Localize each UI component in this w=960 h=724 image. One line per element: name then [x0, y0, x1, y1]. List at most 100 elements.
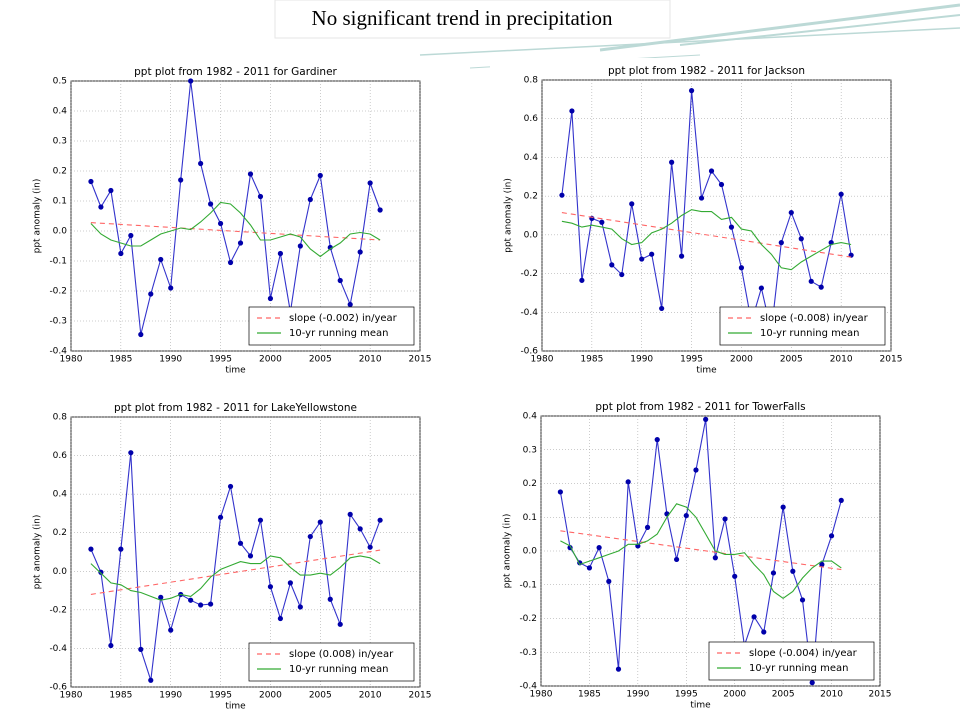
data-point: [208, 201, 214, 207]
data-point: [377, 517, 383, 523]
data-point: [703, 416, 709, 422]
data-point: [625, 479, 631, 485]
data-point: [158, 256, 164, 263]
data-point: [257, 193, 264, 200]
data-point: [347, 511, 353, 517]
data-point: [377, 207, 383, 213]
data-point: [367, 544, 373, 550]
y-tick-label: -0.3: [49, 317, 67, 327]
x-tick-label: 1990: [630, 355, 653, 365]
y-axis-label: ppt anomaly (in): [33, 515, 43, 590]
data-point: [128, 232, 134, 239]
y-tick-label: 0.8: [524, 76, 539, 86]
data-point: [88, 178, 94, 185]
data-point: [579, 277, 585, 283]
data-point: [138, 331, 144, 338]
data-point: [247, 171, 254, 177]
data-point: [287, 580, 293, 586]
data-point: [88, 546, 94, 552]
data-point: [188, 597, 194, 603]
series-line: [90, 201, 381, 258]
series-line: [560, 530, 842, 571]
data-point: [317, 172, 323, 179]
data-point: [809, 680, 815, 686]
slide-title: No significant trend in precipitation: [312, 6, 613, 30]
data-point: [790, 568, 796, 574]
data-point: [148, 291, 154, 297]
data-point: [357, 526, 363, 532]
data-point: [738, 265, 745, 271]
x-tick-label: 1995: [675, 690, 698, 700]
y-tick-label: -0.1: [49, 257, 67, 267]
data-point: [606, 578, 612, 584]
x-axis-label: time: [690, 701, 711, 711]
chart-title: ppt plot from 1982 - 2011 for Gardiner: [134, 66, 337, 78]
y-tick-label: 0.1: [523, 513, 537, 523]
y-tick-label: 0.0: [53, 567, 68, 577]
data-point: [808, 278, 814, 284]
y-tick-label: 0.4: [53, 107, 68, 117]
data-point: [327, 596, 333, 602]
x-tick-label: 2000: [730, 355, 753, 365]
x-tick-label: 2005: [309, 691, 332, 701]
legend-label: 10-yr running mean: [289, 664, 389, 675]
x-tick-label: 1990: [159, 355, 182, 365]
x-tick-label: 2000: [259, 355, 282, 365]
plot-area: [70, 416, 421, 688]
data-point: [629, 201, 635, 207]
chart-title: ppt plot from 1982 - 2011 for LakeYellow…: [114, 402, 357, 414]
data-point: [357, 249, 363, 255]
series-line: [561, 212, 852, 258]
data-point: [708, 168, 715, 174]
data-point: [168, 627, 174, 633]
data-point: [168, 285, 174, 291]
data-point: [819, 561, 825, 568]
legend: [719, 306, 886, 346]
data-point: [828, 533, 835, 539]
chart-title: ppt plot from 1982 - 2011 for TowerFalls: [595, 401, 805, 413]
x-tick-label: 2010: [359, 355, 382, 365]
chart-title: ppt plot from 1982 - 2011 for Jackson: [608, 65, 805, 77]
data-point: [649, 251, 655, 257]
y-tick-label: 0.6: [53, 451, 68, 461]
data-point: [98, 204, 104, 210]
data-point: [267, 584, 274, 590]
series-line: [561, 209, 852, 271]
x-tick-label: 1995: [680, 355, 703, 365]
data-point: [599, 219, 605, 225]
data-point: [257, 517, 264, 523]
title-box: [274, 0, 671, 39]
data-point: [619, 271, 625, 278]
y-tick-label: -0.6: [49, 683, 67, 693]
data-point: [639, 256, 645, 262]
data-point: [188, 78, 194, 84]
data-point: [227, 483, 234, 490]
data-point: [128, 450, 134, 456]
data-point: [818, 284, 824, 290]
x-tick-label: 2005: [309, 355, 332, 365]
y-tick-label: 0.4: [53, 490, 68, 500]
data-point: [798, 236, 804, 242]
y-tick-label: 0.1: [53, 197, 67, 207]
data-point: [148, 677, 154, 683]
x-tick-label: 1985: [109, 355, 132, 365]
y-tick-label: 0.6: [524, 114, 539, 124]
data-point: [237, 240, 244, 246]
data-point: [237, 540, 244, 546]
data-point: [198, 160, 204, 167]
y-tick-label: 0.2: [53, 528, 67, 538]
legend-label: 10-yr running mean: [749, 663, 849, 674]
y-tick-label: 0.0: [524, 230, 539, 240]
data-point: [799, 597, 806, 603]
y-tick-label: -0.2: [519, 614, 537, 624]
legend: [708, 641, 875, 681]
data-point: [208, 601, 214, 607]
x-tick-label: 1980: [60, 355, 83, 365]
data-point: [337, 277, 343, 284]
data-point: [654, 437, 660, 443]
y-tick-label: -0.3: [519, 648, 537, 658]
series-line: [90, 555, 381, 601]
data-point: [659, 305, 665, 312]
x-axis-label: time: [696, 366, 717, 376]
